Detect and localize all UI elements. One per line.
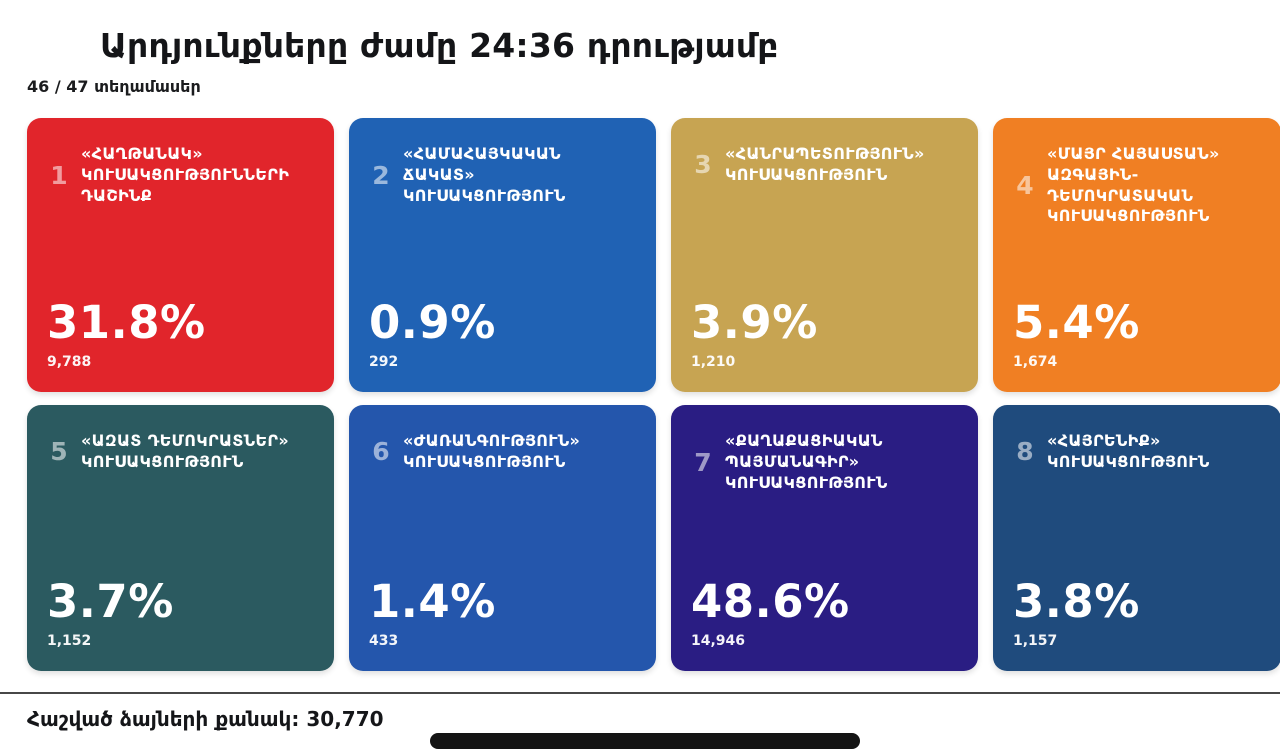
party-card-6: 6 «ԺԱՌԱՆԳՈՒԹՅՈՒՆ» ԿՈՒՍԱԿՑՈՒԹՅՈՒՆ 1.4% 43… <box>349 405 656 671</box>
party-votes: 9,788 <box>47 354 92 370</box>
party-percent: 0.9% <box>369 296 496 349</box>
card-values: 31.8% 9,788 <box>47 300 318 370</box>
party-card-2: 2 «ՀԱՄԱՀԱՅԿԱԿԱՆ ՃԱԿԱՏ» ԿՈՒՍԱԿՑՈՒԹՅՈՒՆ 0.… <box>349 118 656 392</box>
card-values: 0.9% 292 <box>369 300 640 370</box>
party-votes: 1,152 <box>47 633 92 649</box>
party-name: «ՀԱՆՐԱՊԵՏՈՒԹՅՈՒՆ» ԿՈՒՍԱԿՑՈՒԹՅՈՒՆ <box>725 144 925 184</box>
party-percent: 3.7% <box>47 575 174 628</box>
party-card-7: 7 «ՔԱՂԱՔԱՑԻԱԿԱՆ ՊԱՅՄԱՆԱԳԻՐ» ԿՈՒՍԱԿՑՈՒԹՅՈ… <box>671 405 978 671</box>
card-values: 5.4% 1,674 <box>1013 300 1265 370</box>
divider <box>0 692 1280 694</box>
card-header: 7 «ՔԱՂԱՔԱՑԻԱԿԱՆ ՊԱՅՄԱՆԱԳԻՐ» ԿՈՒՍԱԿՑՈՒԹՅՈ… <box>691 431 962 493</box>
party-votes: 292 <box>369 354 399 370</box>
party-name: «ՀԱՂԹԱՆԱԿ» ԿՈՒՍԱԿՑՈՒԹՅՈՒՆՆԵՐԻ ԴԱՇԻՆՔ <box>81 144 290 205</box>
card-header: 8 «ՀԱՅՐԵՆԻՔ» ԿՈՒՍԱԿՑՈՒԹՅՈՒՆ <box>1013 431 1265 473</box>
party-number: 5 <box>50 437 68 467</box>
party-number: 4 <box>1016 171 1034 201</box>
party-number: 6 <box>372 437 390 467</box>
card-header: 6 «ԺԱՌԱՆԳՈՒԹՅՈՒՆ» ԿՈՒՍԱԿՑՈՒԹՅՈՒՆ <box>369 431 640 473</box>
card-values: 48.6% 14,946 <box>691 579 962 649</box>
party-name: «ՀԱՄԱՀԱՅԿԱԿԱՆ ՃԱԿԱՏ» ԿՈՒՍԱԿՑՈՒԹՅՈՒՆ <box>403 144 566 205</box>
party-card-1: 1 «ՀԱՂԹԱՆԱԿ» ԿՈՒՍԱԿՑՈՒԹՅՈՒՆՆԵՐԻ ԴԱՇԻՆՔ 3… <box>27 118 334 392</box>
bottom-bar <box>430 733 860 749</box>
card-header: 4 «ՄԱՅՐ ՀԱՅԱՍՏԱՆ» ԱԶԳԱՅԻՆ- ԴԵՄՈԿՐԱՏԱԿԱՆ … <box>1013 144 1265 227</box>
party-percent: 3.9% <box>691 296 818 349</box>
card-header: 2 «ՀԱՄԱՀԱՅԿԱԿԱՆ ՃԱԿԱՏ» ԿՈՒՍԱԿՑՈՒԹՅՈՒՆ <box>369 144 640 206</box>
party-votes: 1,674 <box>1013 354 1058 370</box>
party-votes: 14,946 <box>691 633 746 649</box>
results-grid: 1 «ՀԱՂԹԱՆԱԿ» ԿՈՒՍԱԿՑՈՒԹՅՈՒՆՆԵՐԻ ԴԱՇԻՆՔ 3… <box>27 118 1280 671</box>
party-number: 2 <box>372 160 390 190</box>
party-card-8: 8 «ՀԱՅՐԵՆԻՔ» ԿՈՒՍԱԿՑՈՒԹՅՈՒՆ 3.8% 1,157 <box>993 405 1280 671</box>
party-name: «ԱԶԱՏ ԴԵՄՈԿՐԱՏՆԵՐ» ԿՈՒՍԱԿՑՈՒԹՅՈՒՆ <box>81 431 289 471</box>
party-number: 8 <box>1016 437 1034 467</box>
party-name: «ՀԱՅՐԵՆԻՔ» ԿՈՒՍԱԿՑՈՒԹՅՈՒՆ <box>1047 431 1210 471</box>
party-percent: 1.4% <box>369 575 496 628</box>
party-votes: 1,157 <box>1013 633 1058 649</box>
party-name: «ԺԱՌԱՆԳՈՒԹՅՈՒՆ» ԿՈՒՍԱԿՑՈՒԹՅՈՒՆ <box>403 431 581 471</box>
party-card-3: 3 «ՀԱՆՐԱՊԵՏՈՒԹՅՈՒՆ» ԿՈՒՍԱԿՑՈՒԹՅՈՒՆ 3.9% … <box>671 118 978 392</box>
party-card-5: 5 «ԱԶԱՏ ԴԵՄՈԿՐԱՏՆԵՐ» ԿՈՒՍԱԿՑՈՒԹՅՈՒՆ 3.7%… <box>27 405 334 671</box>
card-header: 1 «ՀԱՂԹԱՆԱԿ» ԿՈՒՍԱԿՑՈՒԹՅՈՒՆՆԵՐԻ ԴԱՇԻՆՔ <box>47 144 318 206</box>
party-number: 7 <box>694 447 712 477</box>
card-values: 3.8% 1,157 <box>1013 579 1265 649</box>
card-values: 3.7% 1,152 <box>47 579 318 649</box>
precincts-counter: 46 / 47 տեղամասեր <box>27 77 201 96</box>
card-header: 5 «ԱԶԱՏ ԴԵՄՈԿՐԱՏՆԵՐ» ԿՈՒՍԱԿՑՈՒԹՅՈՒՆ <box>47 431 318 473</box>
total-votes-label: Հաշված ձայների քանակ: 30,770 <box>27 707 384 731</box>
party-percent: 31.8% <box>47 296 206 349</box>
party-name: «ՄԱՅՐ ՀԱՅԱՍՏԱՆ» ԱԶԳԱՅԻՆ- ԴԵՄՈԿՐԱՏԱԿԱՆ ԿՈ… <box>1047 144 1220 226</box>
party-percent: 5.4% <box>1013 296 1140 349</box>
party-number: 1 <box>50 160 68 190</box>
party-percent: 48.6% <box>691 575 850 628</box>
party-card-4: 4 «ՄԱՅՐ ՀԱՅԱՍՏԱՆ» ԱԶԳԱՅԻՆ- ԴԵՄՈԿՐԱՏԱԿԱՆ … <box>993 118 1280 392</box>
party-number: 3 <box>694 150 712 180</box>
page-title: Արդյունքները ժամը 24:36 դրությամբ <box>100 26 779 65</box>
card-values: 1.4% 433 <box>369 579 640 649</box>
party-percent: 3.8% <box>1013 575 1140 628</box>
party-votes: 433 <box>369 633 399 649</box>
card-header: 3 «ՀԱՆՐԱՊԵՏՈՒԹՅՈՒՆ» ԿՈՒՍԱԿՑՈՒԹՅՈՒՆ <box>691 144 962 186</box>
card-values: 3.9% 1,210 <box>691 300 962 370</box>
party-votes: 1,210 <box>691 354 736 370</box>
party-name: «ՔԱՂԱՔԱՑԻԱԿԱՆ ՊԱՅՄԱՆԱԳԻՐ» ԿՈՒՍԱԿՑՈՒԹՅՈՒՆ <box>725 431 888 492</box>
